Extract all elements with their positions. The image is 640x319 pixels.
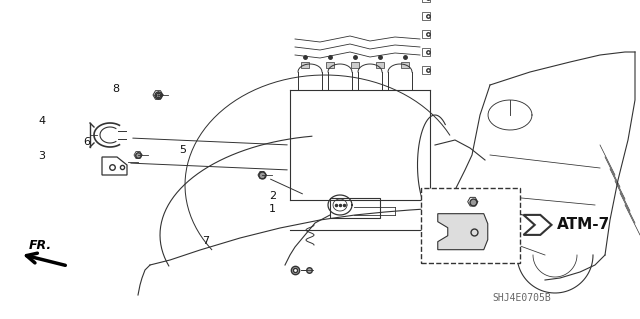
Bar [422, 0, 430, 2]
Bar [422, 66, 430, 74]
Text: 5: 5 [179, 145, 186, 155]
Bar [422, 30, 430, 38]
Text: 4: 4 [38, 116, 45, 126]
Bar [401, 62, 409, 68]
Text: 8: 8 [112, 84, 119, 94]
Text: ATM-7: ATM-7 [557, 217, 610, 233]
Bar [422, 12, 430, 20]
Bar [301, 62, 309, 68]
Text: 6: 6 [83, 137, 90, 147]
Text: SHJ4E0705B: SHJ4E0705B [492, 293, 551, 303]
Text: 7: 7 [202, 236, 209, 246]
Text: 1: 1 [269, 204, 276, 214]
Bar [330, 198, 380, 218]
Bar [326, 62, 334, 68]
Bar [376, 62, 384, 68]
Text: 3: 3 [38, 151, 45, 161]
Polygon shape [524, 215, 552, 235]
Polygon shape [438, 214, 488, 250]
Text: FR.: FR. [28, 239, 52, 252]
Bar [422, 48, 430, 56]
Bar [421, 188, 520, 263]
Text: 2: 2 [269, 191, 276, 201]
Bar [351, 62, 359, 68]
